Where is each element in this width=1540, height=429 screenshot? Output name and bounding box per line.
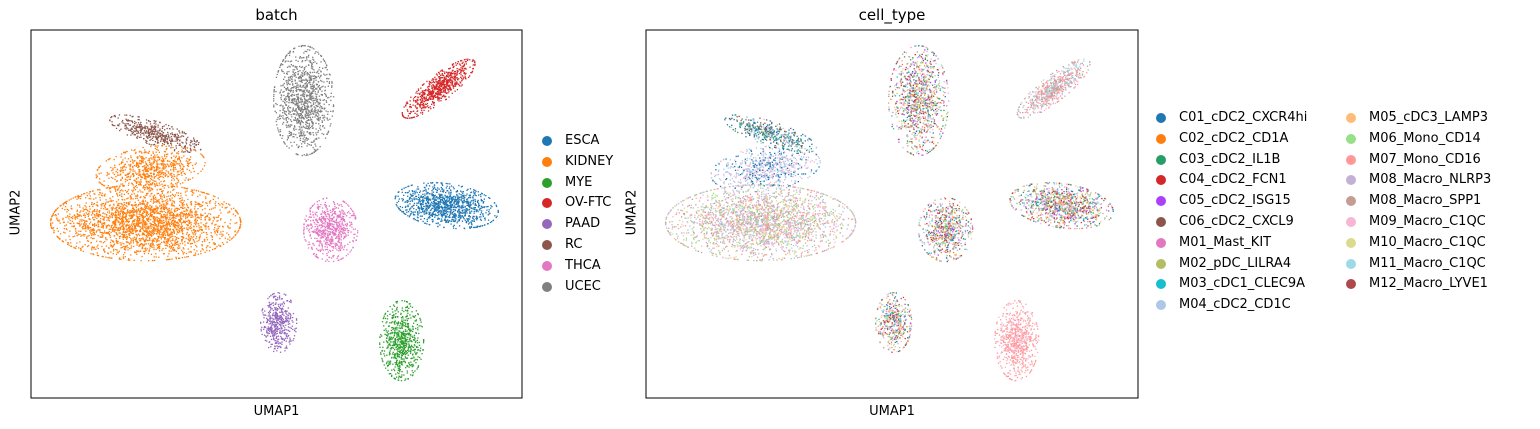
legend-marker [542, 281, 552, 292]
legend-label: C03_cDC2_IL1B [1179, 151, 1281, 167]
plot-frame [30, 29, 523, 399]
legend-marker [1346, 175, 1356, 186]
legend-marker [542, 177, 552, 188]
legend-label: OV-FTC [565, 195, 612, 211]
legend-marker [542, 240, 552, 250]
legend-marker [542, 156, 552, 167]
legend-marker [1346, 237, 1356, 248]
legend-label: M08_Macro_SPP1 [1369, 193, 1482, 209]
legend-marker [542, 198, 552, 209]
legend-label: M04_cDC2_CD1C [1179, 297, 1291, 313]
legend-marker [1346, 279, 1356, 290]
legend-marker [542, 260, 552, 271]
legend-marker [542, 136, 552, 146]
legend-label: PAAD [565, 216, 601, 232]
legend-marker [1346, 258, 1356, 269]
legend-label: M05_cDC3_LAMP3 [1369, 110, 1489, 125]
cell-points [50, 45, 499, 382]
legend-label: M08_Macro_NLRP3 [1369, 172, 1492, 188]
legend-marker [1156, 279, 1166, 290]
chart-title: cell_type [858, 6, 926, 24]
legend-label: C04_cDC2_FCN1 [1179, 172, 1287, 188]
cell-points [665, 45, 1114, 382]
legend-marker [1156, 196, 1166, 207]
legend-label: MYE [565, 174, 593, 190]
legend-label: M09_Macro_C1QC [1369, 214, 1486, 229]
legend-marker [1346, 217, 1356, 227]
legend-label: M01_Mast_KIT [1179, 234, 1272, 250]
legend-label: C02_cDC2_CD1A [1179, 130, 1289, 146]
legend-marker [1156, 237, 1166, 248]
legend-marker [1156, 217, 1166, 227]
legend-label: M02_pDC_LILRA4 [1179, 255, 1292, 271]
legend-marker [1346, 133, 1356, 144]
legend-label: C05_cDC2_ISG15 [1179, 193, 1291, 209]
legend-marker [1156, 113, 1166, 123]
x-axis-label: UMAP1 [869, 404, 915, 419]
legend-label: M03_cDC1_CLEC9A [1179, 276, 1306, 292]
legend-marker [1156, 258, 1166, 269]
legend-label: RC [565, 237, 583, 252]
legend-label: THCA [565, 257, 601, 273]
plot-frame [645, 29, 1139, 399]
legend-label: ESCA [565, 133, 600, 148]
legend-marker [1156, 300, 1166, 311]
y-axis-label: UMAP2 [624, 189, 640, 236]
legend-label: C06_cDC2_CXCL9 [1179, 214, 1294, 229]
legend-marker [542, 219, 552, 230]
legend-marker [1346, 154, 1356, 165]
legend-label: M07_Mono_CD16 [1369, 151, 1481, 167]
legend-marker [1156, 175, 1166, 186]
scatter-plot-area [30, 29, 523, 399]
legend-label: M10_Macro_C1QC [1369, 234, 1486, 250]
legend-label: KIDNEY [565, 153, 614, 169]
legend-marker [1156, 154, 1166, 165]
legend-label: M12_Macro_LYVE1 [1369, 276, 1488, 292]
legend-label: M06_Mono_CD14 [1369, 130, 1481, 146]
legend-label: UCEC [565, 278, 601, 294]
chart-title: batch [255, 6, 298, 24]
legend-label: C01_cDC2_CXCR4hi [1179, 110, 1308, 125]
legend-marker [1346, 113, 1356, 123]
batch-panel: batch UMAP1 UMAP2 ESCA KIDNEY MYE OV-FTC PAA… [0, 0, 640, 429]
legend-marker [1346, 196, 1356, 207]
legend-marker [1156, 133, 1166, 144]
x-axis-label: UMAP1 [253, 404, 300, 419]
legend-label: M11_Macro_C1QC [1369, 255, 1486, 271]
